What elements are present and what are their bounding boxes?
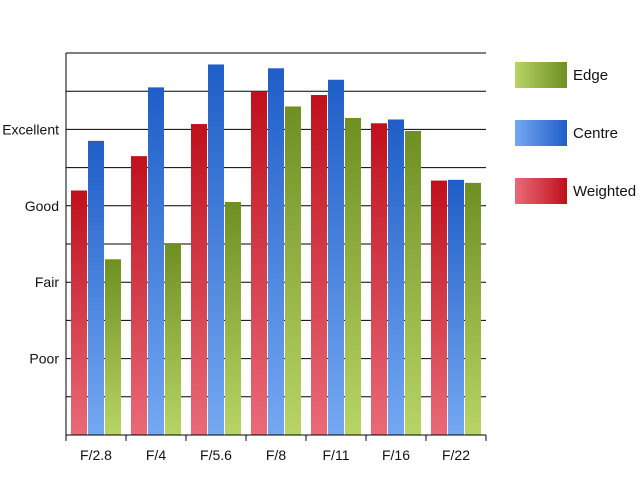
- bar-weighted-F/8: [251, 91, 267, 435]
- legend-label-centre: Centre: [573, 125, 618, 142]
- y-tick-label: Fair: [35, 274, 59, 290]
- bar-centre-F/2.8: [88, 140, 104, 436]
- y-tick-label: Excellent: [2, 121, 59, 137]
- x-tick-label: F/2.8: [80, 447, 112, 463]
- legend: Edge Centre Weighted: [515, 62, 636, 204]
- legend-label-weighted: Weighted: [573, 183, 636, 200]
- axes: F/2.8 F/4 F/5.6 F/8 F/11 F/16 F/22 Poor Fair Good…: [2, 53, 487, 463]
- bar-edge-F/8: [285, 106, 301, 435]
- bar-edge-F/2.8: [105, 259, 121, 435]
- bar-centre-F/4: [148, 87, 164, 435]
- x-tick-label: F/22: [442, 447, 470, 463]
- x-tick-label: F/5.6: [200, 447, 232, 463]
- bar-centre-F/11: [328, 79, 344, 436]
- bar-centre-F/16: [388, 119, 404, 435]
- bar-centre-F/5.6: [208, 64, 224, 436]
- legend-swatch-edge: [515, 62, 567, 88]
- bar-weighted-F/22: [431, 180, 447, 435]
- bar-centre-F/22: [448, 179, 464, 435]
- bar-weighted-F/11: [311, 95, 327, 436]
- bar-centre-F/8: [268, 68, 284, 435]
- bar-weighted-F/4: [131, 156, 147, 435]
- legend-swatch-centre: [515, 120, 567, 146]
- bar-edge-F/11: [345, 117, 361, 435]
- bar-edge-F/5.6: [225, 201, 241, 435]
- x-tick-label: F/4: [146, 447, 166, 463]
- y-tick-label: Poor: [29, 351, 59, 367]
- bar-edge-F/22: [465, 182, 481, 435]
- bar-weighted-F/5.6: [191, 124, 207, 435]
- legend-swatch-weighted: [515, 178, 567, 204]
- bar-weighted-F/16: [371, 123, 387, 436]
- x-tick-label: F/8: [266, 447, 286, 463]
- legend-label-edge: Edge: [573, 67, 608, 84]
- x-tick-label: F/16: [382, 447, 410, 463]
- y-tick-label: Good: [25, 198, 59, 214]
- bar-edge-F/16: [405, 130, 421, 436]
- bars: [71, 64, 481, 436]
- bar-edge-F/4: [165, 244, 181, 435]
- x-tick-label: F/11: [323, 447, 350, 463]
- bar-weighted-F/2.8: [71, 190, 87, 435]
